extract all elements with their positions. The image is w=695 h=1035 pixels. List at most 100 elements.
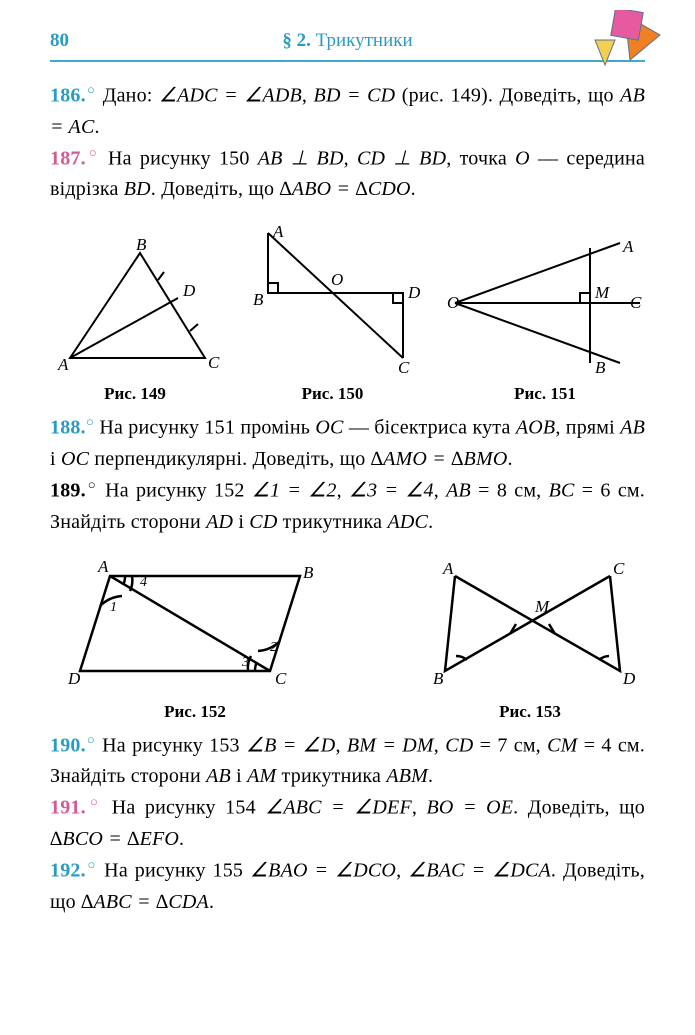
problem-190: 190.○ На рисунку 153 ∠B = ∠D, BM = DM, C… [50,730,645,793]
svg-text:M: M [534,597,550,616]
problem-188: 188.○ На рисунку 151 промінь OC — бісект… [50,412,645,475]
math: OC [61,448,89,470]
math: ∠ABC = ∠DEF [265,797,412,819]
text: Дано: [103,85,159,107]
figure-caption: Рис. 149 [50,384,220,404]
text: . [428,765,433,787]
corner-decoration [575,10,665,80]
svg-text:A: A [97,557,109,576]
text: і [50,448,61,470]
math: ∠B = ∠D [246,734,335,756]
figure-caption: Рис. 152 [50,702,340,722]
math: ∆ABC = ∆CDA [81,891,209,913]
problem-number: 188. [50,417,86,439]
svg-text:A: A [57,355,69,374]
math: CD [249,511,277,533]
text: На рисунку 152 [105,480,252,502]
problem-number: 192. [50,860,86,882]
text: . Доведіть, що [151,178,280,200]
text: На рисунку 151 промінь [99,417,315,439]
problem-189: 189.○ На рисунку 152 ∠1 = ∠2, ∠3 = ∠4, A… [50,475,645,538]
degree-mark: ○ [86,414,94,429]
math: AB ⊥ BD [258,147,344,169]
problem-number: 189. [50,480,86,502]
text: трикутника [276,765,386,787]
text: , [434,734,445,756]
degree-mark: ○ [86,145,100,160]
math: AD [206,511,233,533]
figure-150: A B O D C Рис. 150 [243,223,423,404]
degree-mark: ○ [86,794,103,809]
degree-mark: ○ [86,477,98,492]
math: ∠3 = ∠4 [349,480,434,502]
problem-number: 190. [50,734,86,756]
text: . [507,448,512,470]
text: = 7 см, [473,734,547,756]
section-num: § 2. [282,30,311,51]
svg-text:A: A [442,559,454,578]
svg-text:A: A [622,238,634,256]
svg-text:3: 3 [241,655,249,670]
math: BO = OE [426,797,513,819]
figure-149: A B C D Рис. 149 [50,238,220,404]
page-header: 80 § 2. Трикутники [50,30,645,62]
text: і [231,765,247,787]
text: , [412,797,427,819]
svg-text:2: 2 [270,640,277,655]
math: ADC [387,511,428,533]
problem-191: 191.○ На рисунку 154 ∠ABC = ∠DEF, BO = O… [50,792,645,855]
math: ∠BAC = ∠DCA [408,860,551,882]
svg-text:D: D [622,669,636,688]
degree-mark: ○ [86,82,97,97]
text: , точка [446,147,515,169]
text: перпендикулярні. Доведіть, що [89,448,371,470]
svg-text:D: D [67,669,81,688]
math: AM [247,765,276,787]
svg-text:D: D [182,281,196,300]
svg-text:M: M [594,283,610,302]
svg-text:C: C [630,293,642,312]
text: На рисунку 154 [112,797,265,819]
text: (рис. 149). Доведіть, що [395,85,620,107]
figure-caption: Рис. 151 [445,384,645,404]
figure-row-1: A B C D Рис. 149 A B O [50,223,645,404]
math: BD = CD [314,85,396,107]
text: , [344,147,357,169]
text: . [428,511,433,533]
math: OC [315,417,343,439]
svg-text:1: 1 [110,600,117,615]
text: На рисунку 150 [108,147,258,169]
problem-number: 187. [50,147,86,169]
text: . [209,891,214,913]
svg-text:B: B [303,563,314,582]
svg-text:B: B [136,238,147,254]
text: — бісектриса кута [344,417,516,439]
figure-153: A C M B D Рис. 153 [415,556,645,722]
page-number: 80 [50,30,69,52]
section-title: § 2. Трикутники [282,30,412,52]
svg-text:B: B [253,290,264,309]
text: і [233,511,249,533]
text: , [337,480,349,502]
math: AB [446,480,471,502]
svg-text:4: 4 [140,575,147,590]
svg-text:C: C [613,559,625,578]
text: , [396,860,408,882]
diagram-153: A C M B D [415,556,645,696]
math: CD ⊥ BD [357,147,446,169]
svg-text:C: C [398,358,410,377]
math: CD [445,734,473,756]
math: O [515,147,530,169]
math: ∆ABO = ∆CDO [279,178,410,200]
svg-text:O: O [331,270,343,289]
text: трикутника [277,511,387,533]
math: ∠BAO = ∠DCO [250,860,396,882]
text: На рисунку 155 [104,860,250,882]
text: , [302,85,314,107]
text: . Доведіть, що [513,797,645,819]
math: BD [124,178,151,200]
degree-mark: ○ [86,857,97,872]
problem-186: 186.○ Дано: ∠ADC = ∠ADB, BD = CD (рис. 1… [50,80,645,143]
figure-caption: Рис. 150 [243,384,423,404]
text: . [179,828,184,850]
